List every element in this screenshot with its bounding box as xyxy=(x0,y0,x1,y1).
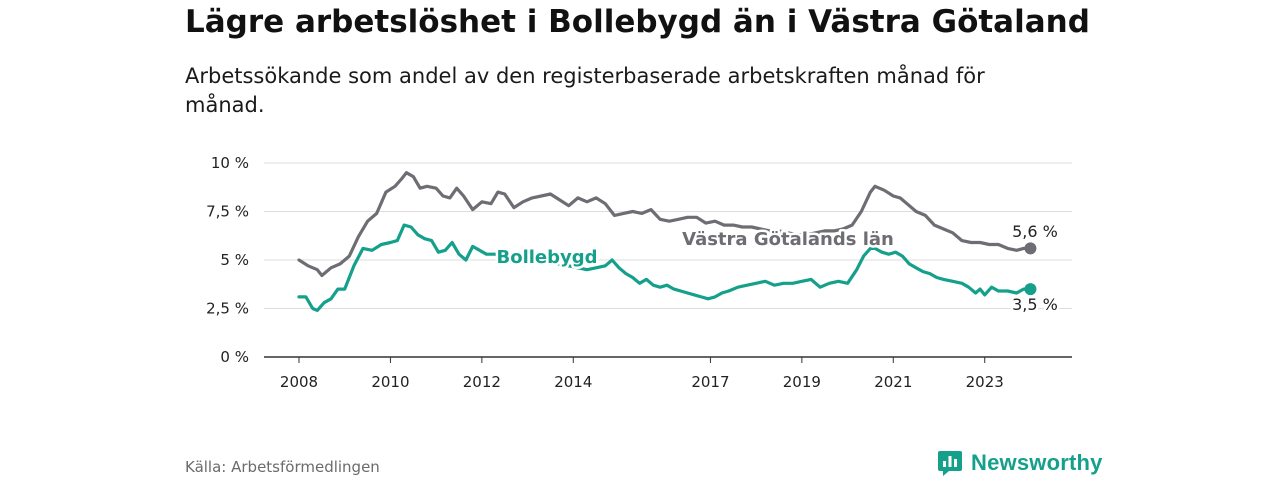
y-tick-label: 10 % xyxy=(211,154,249,172)
end-label-county: 5,6 % xyxy=(1012,222,1058,241)
y-tick-label: 7,5 % xyxy=(206,203,249,221)
series-line-municipality xyxy=(297,223,1032,312)
brand-logo[interactable]: Newsworthy xyxy=(937,449,1103,477)
x-tick-label: 2014 xyxy=(554,373,592,391)
series-label-county: Västra Götalands län xyxy=(682,229,894,250)
end-point-municipality xyxy=(1024,283,1037,296)
x-tick-label: 2023 xyxy=(966,373,1004,391)
x-tick-label: 2021 xyxy=(874,373,912,391)
x-tick-label: 2008 xyxy=(280,373,318,391)
source-note: Källa: Arbetsförmedlingen xyxy=(185,458,380,476)
x-tick-label: 2017 xyxy=(691,373,729,391)
end-label-municipality: 3,5 % xyxy=(1012,295,1058,314)
x-tick-label: 2012 xyxy=(463,373,501,391)
line-chart: 0 % 2,5 % 5 % 7,5 % 10 % 2008 2010 2012 2014 2017… xyxy=(206,154,1072,391)
x-tick-label: 2010 xyxy=(371,373,409,391)
y-tick-label: 2,5 % xyxy=(206,300,249,318)
y-tick-label: 5 % xyxy=(220,251,249,269)
brand-name: Newsworthy xyxy=(971,450,1103,475)
newsworthy-logo-icon xyxy=(938,451,962,476)
series-line-county xyxy=(297,171,1032,278)
chart-title: Lägre arbetslöshet i Bollebygd än i Väst… xyxy=(185,4,1090,40)
x-tick-label: 2019 xyxy=(783,373,821,391)
end-point-county xyxy=(1024,242,1037,255)
chart-subtitle: Arbetssökande som andel av den registerb… xyxy=(185,64,985,117)
series-label-municipality: Bollebygd xyxy=(496,247,597,268)
y-tick-label: 0 % xyxy=(220,348,249,366)
